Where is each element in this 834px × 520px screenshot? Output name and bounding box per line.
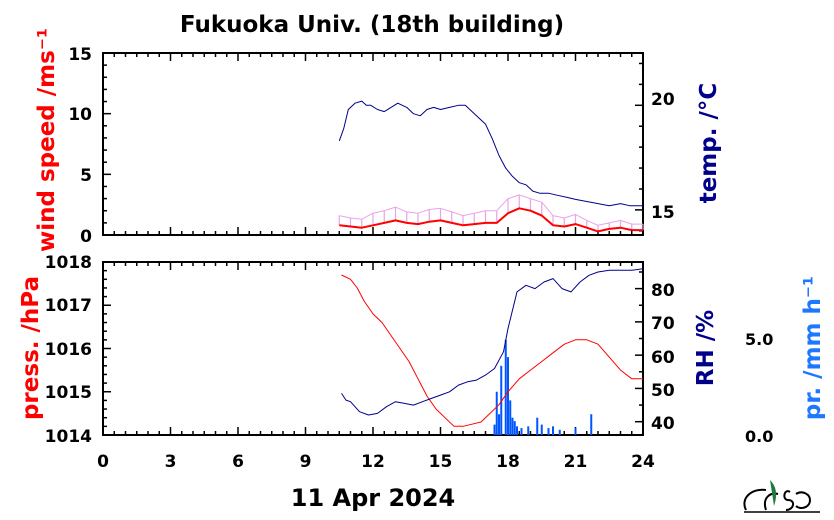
x-tick-label: 3 bbox=[165, 452, 177, 472]
precip-bar bbox=[500, 365, 503, 435]
press-tick-1018: 1018 bbox=[45, 253, 92, 273]
rh-tick-80: 80 bbox=[651, 281, 675, 301]
press-tick-1015: 1015 bbox=[45, 383, 92, 403]
precip-tick-5: 5.0 bbox=[745, 330, 773, 349]
wind-speed-line bbox=[339, 207, 643, 233]
precip-bar bbox=[558, 429, 561, 435]
temperature-line bbox=[338, 100, 643, 207]
institution-logo bbox=[743, 480, 820, 513]
precip-bar bbox=[590, 414, 593, 435]
precip-bar bbox=[527, 426, 530, 435]
precip-bar bbox=[540, 424, 543, 435]
wind-tick-5: 5 bbox=[80, 166, 92, 186]
rh-tick-70: 70 bbox=[651, 314, 675, 334]
precip-bar bbox=[495, 391, 498, 435]
press-tick-1017: 1017 bbox=[45, 296, 92, 316]
x-tick-label: 0 bbox=[97, 452, 109, 472]
x-tick-label: 18 bbox=[496, 452, 520, 472]
wind-speed-axis-label: wind speed /ms⁻¹ bbox=[34, 28, 60, 252]
precip-axis-label: pr. /mm h⁻¹ bbox=[800, 276, 826, 420]
rh-tick-60: 60 bbox=[651, 348, 675, 368]
humidity-line bbox=[341, 268, 644, 416]
x-tick-label: 24 bbox=[631, 452, 655, 472]
panel-bottom-series bbox=[341, 268, 644, 435]
panel-top-series bbox=[338, 100, 644, 233]
precip-bar bbox=[536, 417, 539, 435]
chart-title: Fukuoka Univ. (18th building) bbox=[180, 12, 564, 38]
press-tick-1016: 1016 bbox=[45, 340, 92, 360]
precip-bar bbox=[574, 428, 577, 435]
press-tick-1014: 1014 bbox=[45, 427, 92, 447]
wind-gust-line bbox=[339, 194, 643, 226]
panel-bottom-ticks bbox=[102, 262, 644, 436]
precip-bar bbox=[498, 414, 500, 435]
precip-bar bbox=[520, 428, 523, 435]
rh-tick-50: 50 bbox=[651, 381, 675, 401]
rh-tick-40: 40 bbox=[651, 414, 675, 434]
pressure-axis-label: press. /hPa bbox=[18, 276, 44, 420]
panel-top-ticks bbox=[102, 52, 644, 236]
precip-tick-0: 0.0 bbox=[745, 427, 773, 446]
pressure-line bbox=[341, 274, 643, 427]
wind-tick-15: 15 bbox=[68, 45, 92, 65]
date-label: 11 Apr 2024 bbox=[291, 484, 456, 512]
precip-bar bbox=[552, 426, 554, 435]
x-tick-label: 6 bbox=[232, 452, 244, 472]
temp-tick-15: 15 bbox=[651, 203, 675, 223]
x-tick-label: 9 bbox=[300, 452, 312, 472]
precip-bar bbox=[516, 426, 518, 435]
x-tick-label: 15 bbox=[429, 452, 453, 472]
temp-axis-label: temp. /°C bbox=[696, 83, 722, 204]
x-tick-label: 12 bbox=[361, 452, 385, 472]
wind-tick-0: 0 bbox=[80, 227, 92, 247]
rh-axis-label: RH /% bbox=[693, 310, 719, 386]
precip-bar bbox=[507, 357, 509, 435]
precip-bar bbox=[513, 421, 516, 435]
panel-top-frame bbox=[102, 52, 644, 236]
temp-tick-20: 20 bbox=[651, 90, 675, 110]
x-tick-labels: 0 3 6 9 12 15 18 21 24 bbox=[97, 452, 655, 472]
x-tick-label: 21 bbox=[564, 452, 588, 472]
precip-bar bbox=[509, 400, 512, 435]
precip-bar bbox=[493, 424, 496, 435]
wind-tick-10: 10 bbox=[68, 105, 92, 125]
precip-bar bbox=[511, 417, 514, 435]
precip-bar bbox=[504, 339, 507, 435]
precip-bar bbox=[547, 428, 550, 435]
